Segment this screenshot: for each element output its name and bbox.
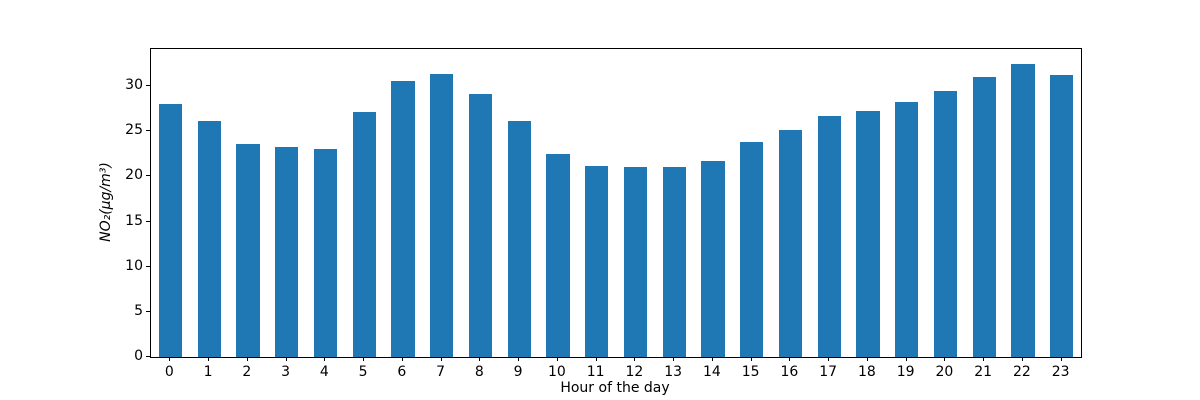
x-tick-mark-11 xyxy=(595,357,597,361)
bar-hour-2 xyxy=(236,143,260,357)
x-tick-mark-1 xyxy=(208,357,210,361)
x-tick-mark-0 xyxy=(169,357,171,361)
y-tick-label-25: 25 xyxy=(125,122,143,139)
y-tick-mark-0 xyxy=(146,356,150,357)
x-tick-label-17: 17 xyxy=(819,364,838,380)
x-tick-label-21: 21 xyxy=(974,364,993,380)
y-tick-label-20: 20 xyxy=(125,167,143,184)
x-tick-mark-7 xyxy=(440,357,442,361)
y-tick-label-10: 10 xyxy=(125,257,143,274)
bar-hour-7 xyxy=(430,74,454,357)
y-tick-mark-25 xyxy=(146,130,150,132)
x-tick-label-10: 10 xyxy=(547,364,566,380)
x-tick-mark-23 xyxy=(1060,357,1062,361)
x-tick-label-18: 18 xyxy=(857,364,876,380)
bar-hour-10 xyxy=(546,153,570,357)
x-tick-mark-22 xyxy=(1021,357,1023,361)
x-tick-label-9: 9 xyxy=(513,364,523,380)
x-tick-mark-14 xyxy=(711,357,713,361)
x-tick-mark-13 xyxy=(673,357,675,361)
bar-hour-1 xyxy=(197,121,221,357)
bar-hour-12 xyxy=(623,167,647,357)
x-tick-label-3: 3 xyxy=(281,364,291,380)
bar-hour-23 xyxy=(1050,75,1074,357)
bar-hour-13 xyxy=(662,167,686,357)
y-tick-mark-30 xyxy=(146,85,150,87)
bar-hour-17 xyxy=(817,115,841,357)
y-tick-mark-20 xyxy=(146,175,150,177)
x-tick-mark-2 xyxy=(246,357,248,361)
x-tick-label-16: 16 xyxy=(780,364,799,380)
x-tick-label-22: 22 xyxy=(1012,364,1031,380)
x-tick-mark-12 xyxy=(634,357,636,361)
x-tick-label-6: 6 xyxy=(397,364,407,380)
x-tick-mark-18 xyxy=(866,357,868,361)
x-tick-mark-9 xyxy=(518,357,520,361)
y-tick-label-5: 5 xyxy=(134,302,143,319)
bar-hour-8 xyxy=(468,94,492,357)
bar-hour-9 xyxy=(507,121,531,357)
x-tick-label-0: 0 xyxy=(164,364,174,380)
x-tick-mark-5 xyxy=(363,357,365,361)
x-tick-label-11: 11 xyxy=(586,364,605,380)
x-tick-label-14: 14 xyxy=(702,364,721,380)
bar-hour-4 xyxy=(313,149,337,357)
x-tick-mark-4 xyxy=(324,357,326,361)
x-tick-label-2: 2 xyxy=(242,364,252,380)
bar-hour-15 xyxy=(740,142,764,357)
x-tick-mark-8 xyxy=(479,357,481,361)
bar-hour-22 xyxy=(1011,64,1035,357)
y-tick-label-15: 15 xyxy=(125,212,143,229)
x-tick-label-20: 20 xyxy=(935,364,954,380)
bar-hour-19 xyxy=(895,102,919,357)
x-tick-label-12: 12 xyxy=(625,364,644,380)
bar-hour-16 xyxy=(778,130,802,357)
y-tick-mark-10 xyxy=(146,265,150,267)
x-tick-mark-6 xyxy=(401,357,403,361)
plot-area xyxy=(150,48,1082,358)
x-tick-label-1: 1 xyxy=(203,364,213,380)
y-axis-label: NO₂(µg/m³) xyxy=(98,162,114,242)
x-tick-mark-15 xyxy=(750,357,752,361)
x-tick-mark-17 xyxy=(828,357,830,361)
x-tick-label-23: 23 xyxy=(1051,364,1070,380)
x-tick-label-5: 5 xyxy=(358,364,368,380)
y-tick-label-0: 0 xyxy=(134,348,143,364)
x-tick-label-8: 8 xyxy=(474,364,484,380)
bar-hour-6 xyxy=(391,80,415,357)
y-tick-label-30: 30 xyxy=(125,77,143,94)
x-tick-label-19: 19 xyxy=(896,364,915,380)
x-tick-mark-10 xyxy=(556,357,558,361)
bar-hour-5 xyxy=(352,112,376,357)
x-tick-label-15: 15 xyxy=(741,364,760,380)
bar-hour-11 xyxy=(585,165,609,357)
x-tick-mark-20 xyxy=(944,357,946,361)
y-tick-mark-5 xyxy=(146,310,150,312)
x-tick-label-13: 13 xyxy=(664,364,683,380)
bar-hour-14 xyxy=(701,161,725,357)
x-tick-label-4: 4 xyxy=(319,364,329,380)
bar-hour-3 xyxy=(275,146,299,357)
x-tick-mark-16 xyxy=(789,357,791,361)
bar-hour-0 xyxy=(158,104,182,357)
bar-hour-20 xyxy=(933,91,957,357)
bar-hour-21 xyxy=(972,77,996,357)
x-tick-mark-19 xyxy=(905,357,907,361)
bar-hour-18 xyxy=(856,111,880,357)
x-axis-label: Hour of the day xyxy=(560,380,670,396)
y-tick-mark-15 xyxy=(146,220,150,222)
x-tick-mark-21 xyxy=(983,357,985,361)
x-tick-label-7: 7 xyxy=(436,364,446,380)
x-tick-mark-3 xyxy=(285,357,287,361)
